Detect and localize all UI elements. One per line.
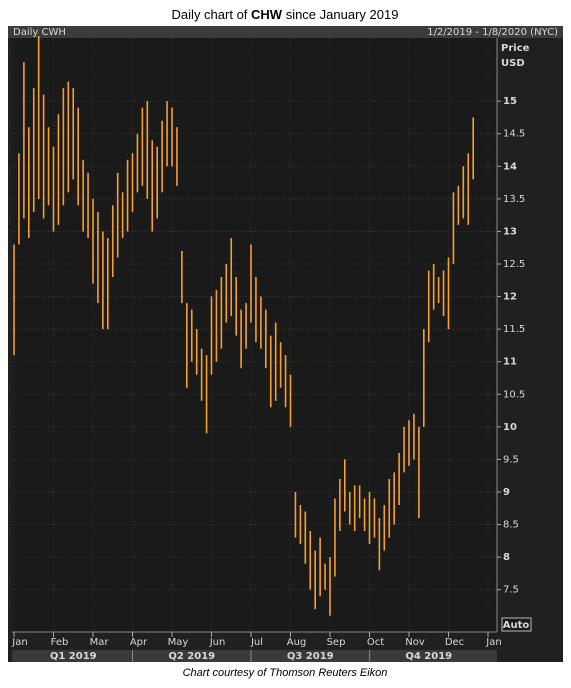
x-tick-label: Mar xyxy=(90,637,110,648)
y-tick-label: 14 xyxy=(503,161,517,172)
x-tick-label: Jan xyxy=(11,637,27,648)
title-part: CHW xyxy=(251,7,283,22)
quarter-label: Q2 2019 xyxy=(168,651,215,662)
axis-title: Price xyxy=(501,43,530,54)
date-range: 1/2/2019 - 1/8/2020 (NYC) xyxy=(427,27,558,38)
y-tick-label: 7.5 xyxy=(503,585,519,596)
y-tick-label: 8.5 xyxy=(503,520,519,531)
y-tick-label: 10 xyxy=(503,422,517,433)
axis-unit: USD xyxy=(501,58,525,69)
y-tick-label: 11 xyxy=(503,357,517,368)
x-tick-label: May xyxy=(168,637,189,648)
x-tick-label: Sep xyxy=(327,637,346,648)
title-part: since January 2019 xyxy=(282,7,398,22)
auto-label[interactable]: Auto xyxy=(503,620,530,631)
series-label: Daily CWH xyxy=(13,27,66,38)
quarter-strip xyxy=(12,650,497,662)
y-tick-label: 8 xyxy=(503,552,510,563)
y-tick-label: 15 xyxy=(503,96,517,107)
x-tick-label: Dec xyxy=(445,637,464,648)
y-tick-label: 10.5 xyxy=(503,389,525,400)
y-tick-label: 9.5 xyxy=(503,454,519,465)
x-tick-label: Apr xyxy=(130,637,148,648)
y-tick-label: 12 xyxy=(503,292,517,303)
x-tick-label: Nov xyxy=(405,637,425,648)
quarter-label: Q4 2019 xyxy=(405,651,452,662)
x-tick-label: Jun xyxy=(209,637,226,648)
quarter-label: Q1 2019 xyxy=(50,651,97,662)
auto-button[interactable] xyxy=(501,617,532,632)
chart-title: Daily chart of CHW since January 2019 xyxy=(172,7,399,22)
caption: Chart courtesy of Thomson Reuters Eikon xyxy=(183,667,388,679)
header-strip xyxy=(8,26,563,38)
quarter-label: Q3 2019 xyxy=(287,651,334,662)
x-tick-label: Aug xyxy=(287,637,307,648)
x-tick-label: Feb xyxy=(51,637,69,648)
x-tick-label: Jul xyxy=(250,637,263,648)
y-tick-label: 14.5 xyxy=(503,129,525,140)
y-tick-label: 13.5 xyxy=(503,194,525,205)
x-tick-label: Oct xyxy=(367,637,384,648)
y-tick-label: 9 xyxy=(503,487,510,498)
y-tick-label: 11.5 xyxy=(503,324,525,335)
title-part: Daily chart of xyxy=(172,7,251,22)
x-tick-label: Jan xyxy=(485,637,501,648)
y-tick-label: 13 xyxy=(503,226,517,237)
y-tick-label: 12.5 xyxy=(503,259,525,270)
